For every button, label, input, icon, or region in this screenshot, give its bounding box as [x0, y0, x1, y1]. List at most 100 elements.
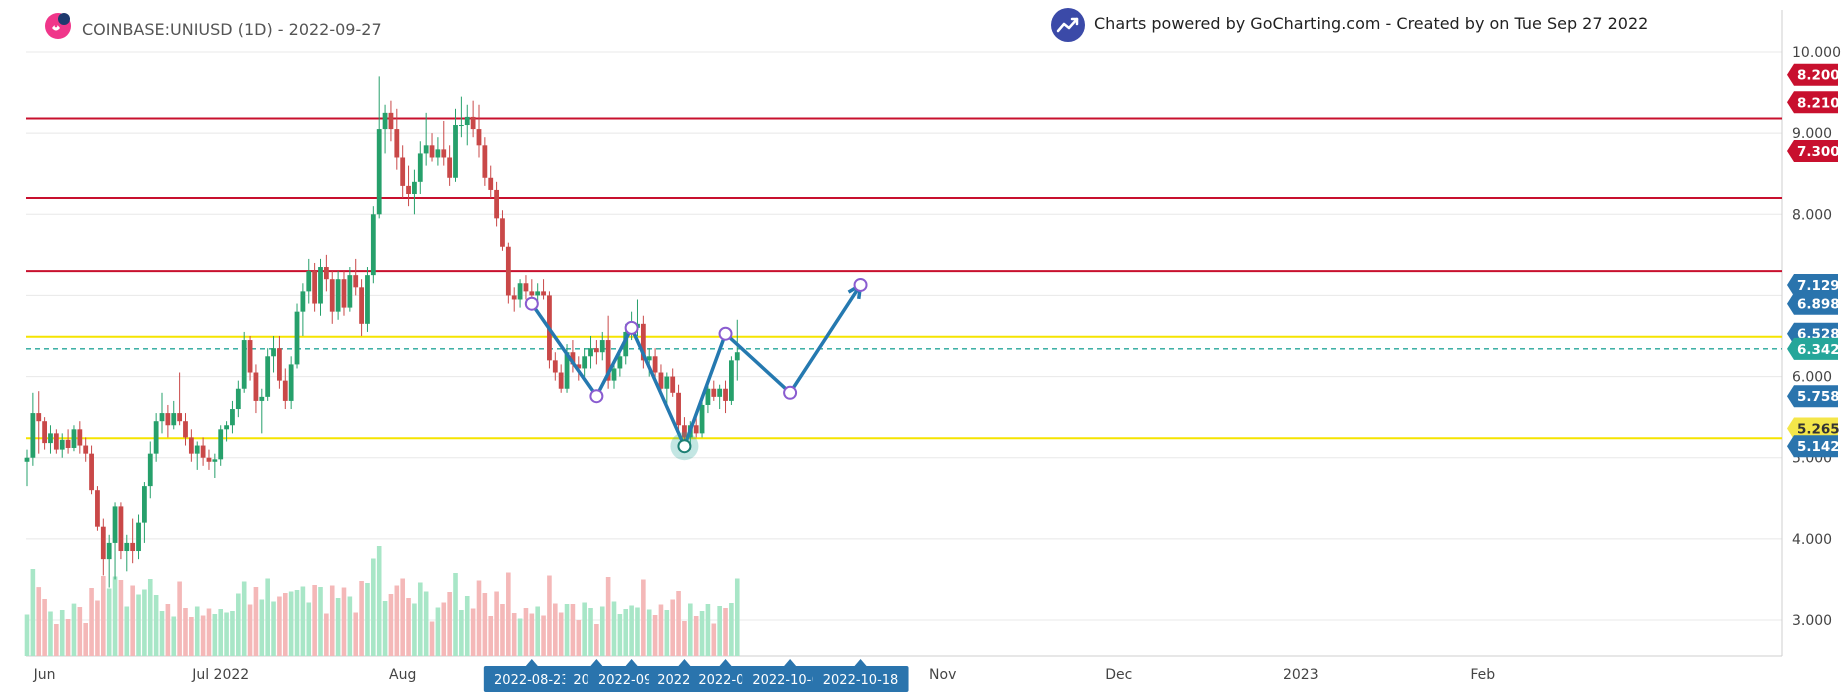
date-badge-label: 2022-10-06 — [752, 673, 828, 688]
y-tick-label: 3.000 — [1792, 613, 1832, 629]
volume-bar — [429, 621, 435, 656]
volume-bar — [705, 604, 711, 656]
candle-body — [200, 445, 206, 458]
volume-bar — [189, 617, 194, 656]
volume-bar — [153, 595, 159, 656]
price-badge-label: 6.898 — [1797, 297, 1840, 313]
volume-bar — [200, 615, 206, 656]
candle-body — [100, 526, 106, 560]
volume-bar — [723, 608, 728, 656]
candle-body — [24, 457, 30, 462]
volume-bar — [36, 587, 42, 656]
candle-body — [558, 372, 564, 389]
x-tick-label: Dec — [1105, 667, 1132, 683]
candle-body — [541, 291, 546, 296]
candle-body — [582, 356, 588, 369]
candle-body — [482, 145, 488, 178]
chart-credit-text: Charts powered by GoCharting.com - Creat… — [1094, 14, 1649, 33]
x-tick-label: Aug — [389, 667, 416, 683]
candle-body — [511, 295, 517, 300]
pattern-node — [624, 320, 639, 335]
volume-bar — [570, 604, 576, 656]
candle-body — [693, 425, 699, 434]
candle-body — [605, 340, 611, 381]
volume-bar — [106, 588, 112, 656]
volume-bar — [441, 602, 447, 656]
candle-body — [241, 340, 247, 389]
candle-body — [112, 506, 118, 543]
candle-body — [335, 279, 341, 312]
volume-bar — [623, 609, 629, 656]
volume-bar — [241, 581, 247, 656]
candle-body — [734, 352, 740, 361]
candle-body — [253, 372, 259, 401]
candle-body — [400, 157, 406, 186]
volume-bar — [488, 616, 494, 656]
volume-bar — [717, 606, 722, 656]
candle-body — [611, 368, 617, 381]
candle-body — [664, 376, 670, 389]
horizontal-levels — [26, 117, 1782, 440]
volume-bar — [470, 608, 476, 656]
volume-bar — [224, 612, 229, 656]
price-badge — [1787, 385, 1838, 408]
price-badge-label: 7.129 — [1797, 278, 1840, 294]
volume-bar — [312, 585, 317, 656]
candle-body — [652, 356, 658, 373]
candle-body — [476, 129, 482, 146]
volume-bar — [500, 604, 505, 656]
candle-body — [323, 267, 329, 280]
candle-body — [194, 445, 200, 454]
volume-bar — [641, 579, 646, 656]
price-badge-label: 8.200 — [1797, 68, 1840, 84]
price-badge — [1787, 139, 1838, 162]
candle-body — [676, 392, 681, 426]
candle-body — [376, 129, 382, 215]
volume-bar — [101, 576, 106, 656]
volume-bar — [511, 613, 517, 656]
candle-body — [30, 413, 36, 458]
volume-bar — [523, 608, 529, 656]
pattern-node — [853, 277, 868, 292]
volume-bar — [605, 577, 611, 656]
volume-bar — [535, 606, 540, 656]
candle-body — [529, 291, 535, 296]
candle-body — [505, 246, 511, 296]
date-badge-pointer — [678, 659, 691, 666]
volume-bar — [230, 611, 235, 656]
candle-body — [294, 311, 300, 365]
volume-bar — [147, 579, 153, 656]
volume-bar — [400, 578, 405, 656]
volume-bar — [417, 582, 423, 656]
volume-bar — [629, 605, 634, 656]
candle-body — [576, 364, 582, 369]
volume-bar — [282, 593, 288, 656]
volume-bar — [271, 601, 276, 656]
volume-bar — [664, 610, 670, 656]
candle-body — [136, 522, 141, 552]
volume-bar — [588, 608, 593, 656]
volume-bar — [54, 624, 59, 656]
candle-body — [488, 177, 494, 190]
candle-body — [699, 404, 705, 434]
candle-body — [153, 421, 159, 454]
volume-bar — [482, 593, 488, 656]
price-badge-label: 5.758 — [1797, 389, 1840, 405]
date-badge-label: 2022-09 — [698, 673, 752, 688]
y-tick-label: 9.000 — [1792, 126, 1832, 142]
candle-body — [646, 356, 652, 361]
volume-bar — [464, 596, 470, 656]
uniswap-logo-icon — [45, 13, 71, 39]
volume-bar — [506, 572, 511, 656]
volume-bar — [412, 603, 417, 656]
volume-bar — [459, 610, 464, 656]
candle-body — [494, 189, 499, 219]
candle-body — [106, 542, 112, 560]
candle-body — [441, 149, 447, 158]
candle-body — [705, 388, 711, 405]
x-tick-label: Nov — [929, 667, 956, 683]
price-badge-label: 7.300 — [1797, 144, 1840, 160]
volume-bar — [423, 591, 429, 656]
